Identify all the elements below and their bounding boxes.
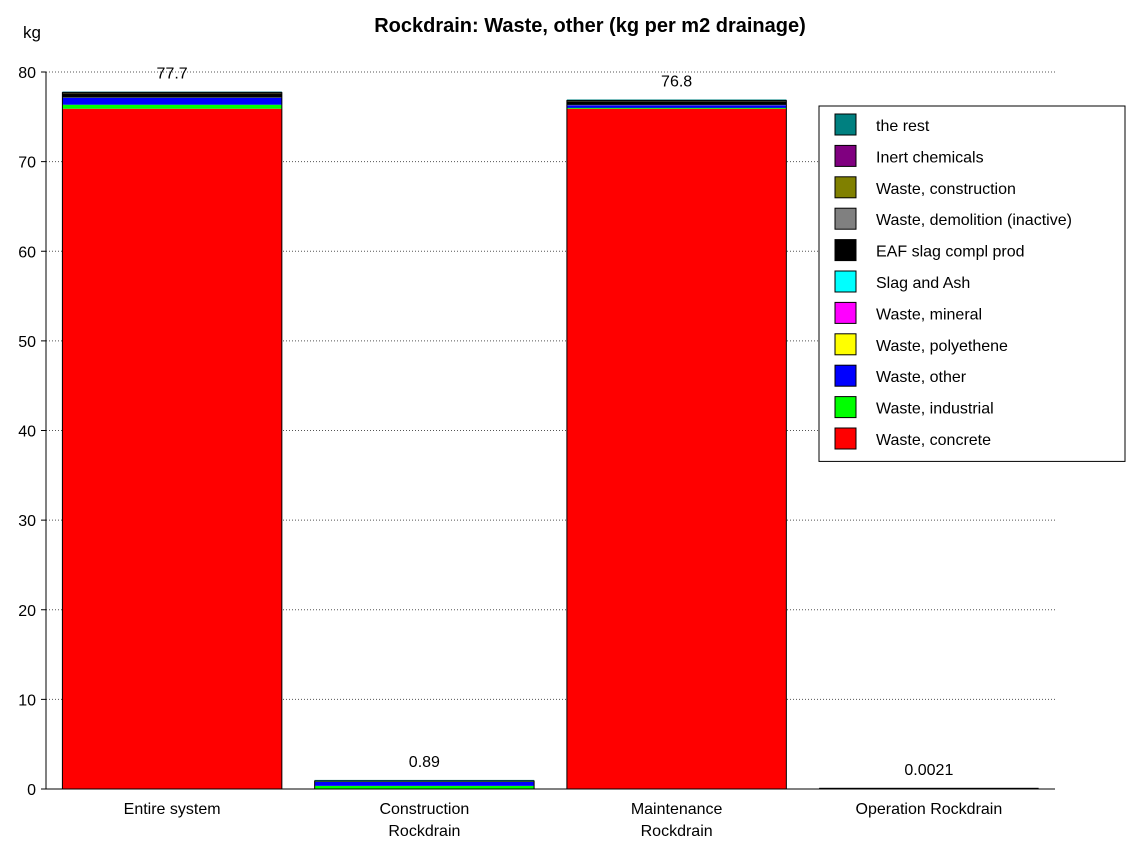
y-tick-label-80: 80: [18, 65, 36, 82]
legend: the rest Inert chemicals Waste, constructi…: [818, 105, 1126, 462]
bar-total-label-0: 77.7: [157, 66, 188, 83]
legend-swatch-6: [834, 301, 857, 324]
legend-swatch-10: [834, 427, 857, 450]
bar-segment-0-1: [62, 104, 282, 109]
bar-segment-2-2: [566, 105, 787, 108]
legend-swatch-4: [834, 239, 857, 262]
category-label-1: Construction Rockdrain: [379, 801, 469, 840]
bar-segment-1-2: [314, 781, 535, 786]
legend-swatch-7: [834, 333, 857, 356]
legend-label-10: Waste, concrete: [876, 432, 991, 449]
y-tick-label-20: 20: [18, 603, 36, 620]
category-label-2: Maintenance Rockdrain: [631, 801, 723, 840]
bar-segment-1-1: [314, 785, 535, 789]
bar-total-label-3: 0.0021: [904, 762, 953, 779]
legend-swatch-1: [834, 144, 857, 167]
bar-segment-0-6: [62, 93, 282, 98]
bar-segment-2-0: [566, 108, 787, 790]
bar-segment-0-0: [62, 108, 282, 790]
legend-label-4: EAF slag compl prod: [876, 244, 1025, 261]
chart-title: Rockdrain: Waste, other (kg per m2 drain…: [374, 15, 806, 37]
y-tick-label-30: 30: [18, 513, 36, 530]
bars: [61, 91, 1040, 790]
legend-label-2: Waste, construction: [876, 181, 1016, 198]
category-label-0: Entire system: [124, 801, 221, 818]
bar-stack-1: [314, 779, 535, 790]
y-tick-label-40: 40: [18, 424, 36, 441]
bar-segment-3-6: [819, 787, 1039, 789]
bar-segment-0-2: [62, 97, 282, 105]
legend-label-3: Waste, demolition (inactive): [876, 212, 1072, 229]
legend-swatch-5: [834, 270, 857, 293]
y-tick-label-50: 50: [18, 334, 36, 351]
y-tick-label-10: 10: [18, 692, 36, 709]
category-label-3: Operation Rockdrain: [856, 801, 1003, 818]
bar-totals: 77.7 0.89 76.8 0.0021: [157, 66, 954, 779]
bar-stack-2: [566, 99, 787, 790]
bar-segment-2-10: [566, 99, 787, 101]
bar-stack-0: [61, 91, 283, 790]
y-ticks: 0 10 20 30 40 50 60 70 80: [18, 65, 46, 799]
legend-label-6: Waste, mineral: [876, 306, 982, 323]
y-tick-label-60: 60: [18, 244, 36, 261]
legend-swatch-9: [834, 396, 857, 419]
bar-total-label-2: 76.8: [661, 74, 692, 91]
bar-segment-2-6: [566, 101, 787, 105]
bar-segment-1-10: [314, 779, 535, 782]
bar-total-label-1: 0.89: [409, 754, 440, 771]
legend-label-9: Waste, industrial: [876, 401, 994, 418]
legend-label-8: Waste, other: [876, 369, 967, 386]
bar-segment-2-1: [566, 107, 787, 109]
legend-label-0: the rest: [876, 118, 930, 135]
legend-label-1: Inert chemicals: [876, 149, 984, 166]
legend-swatch-0: [834, 113, 857, 136]
legend-swatch-8: [834, 364, 857, 387]
legend-box: [818, 105, 1126, 462]
legend-swatch-3: [834, 207, 857, 230]
y-tick-label-70: 70: [18, 155, 36, 172]
legend-swatch-2: [834, 176, 857, 199]
x-categories: Entire system Construction Rockdrain Mainte…: [124, 801, 1003, 840]
y-axis-label: kg: [23, 23, 41, 42]
y-tick-label-0: 0: [27, 782, 36, 799]
legend-label-7: Waste, polyethene: [876, 338, 1008, 355]
legend-label-5: Slag and Ash: [876, 275, 970, 292]
